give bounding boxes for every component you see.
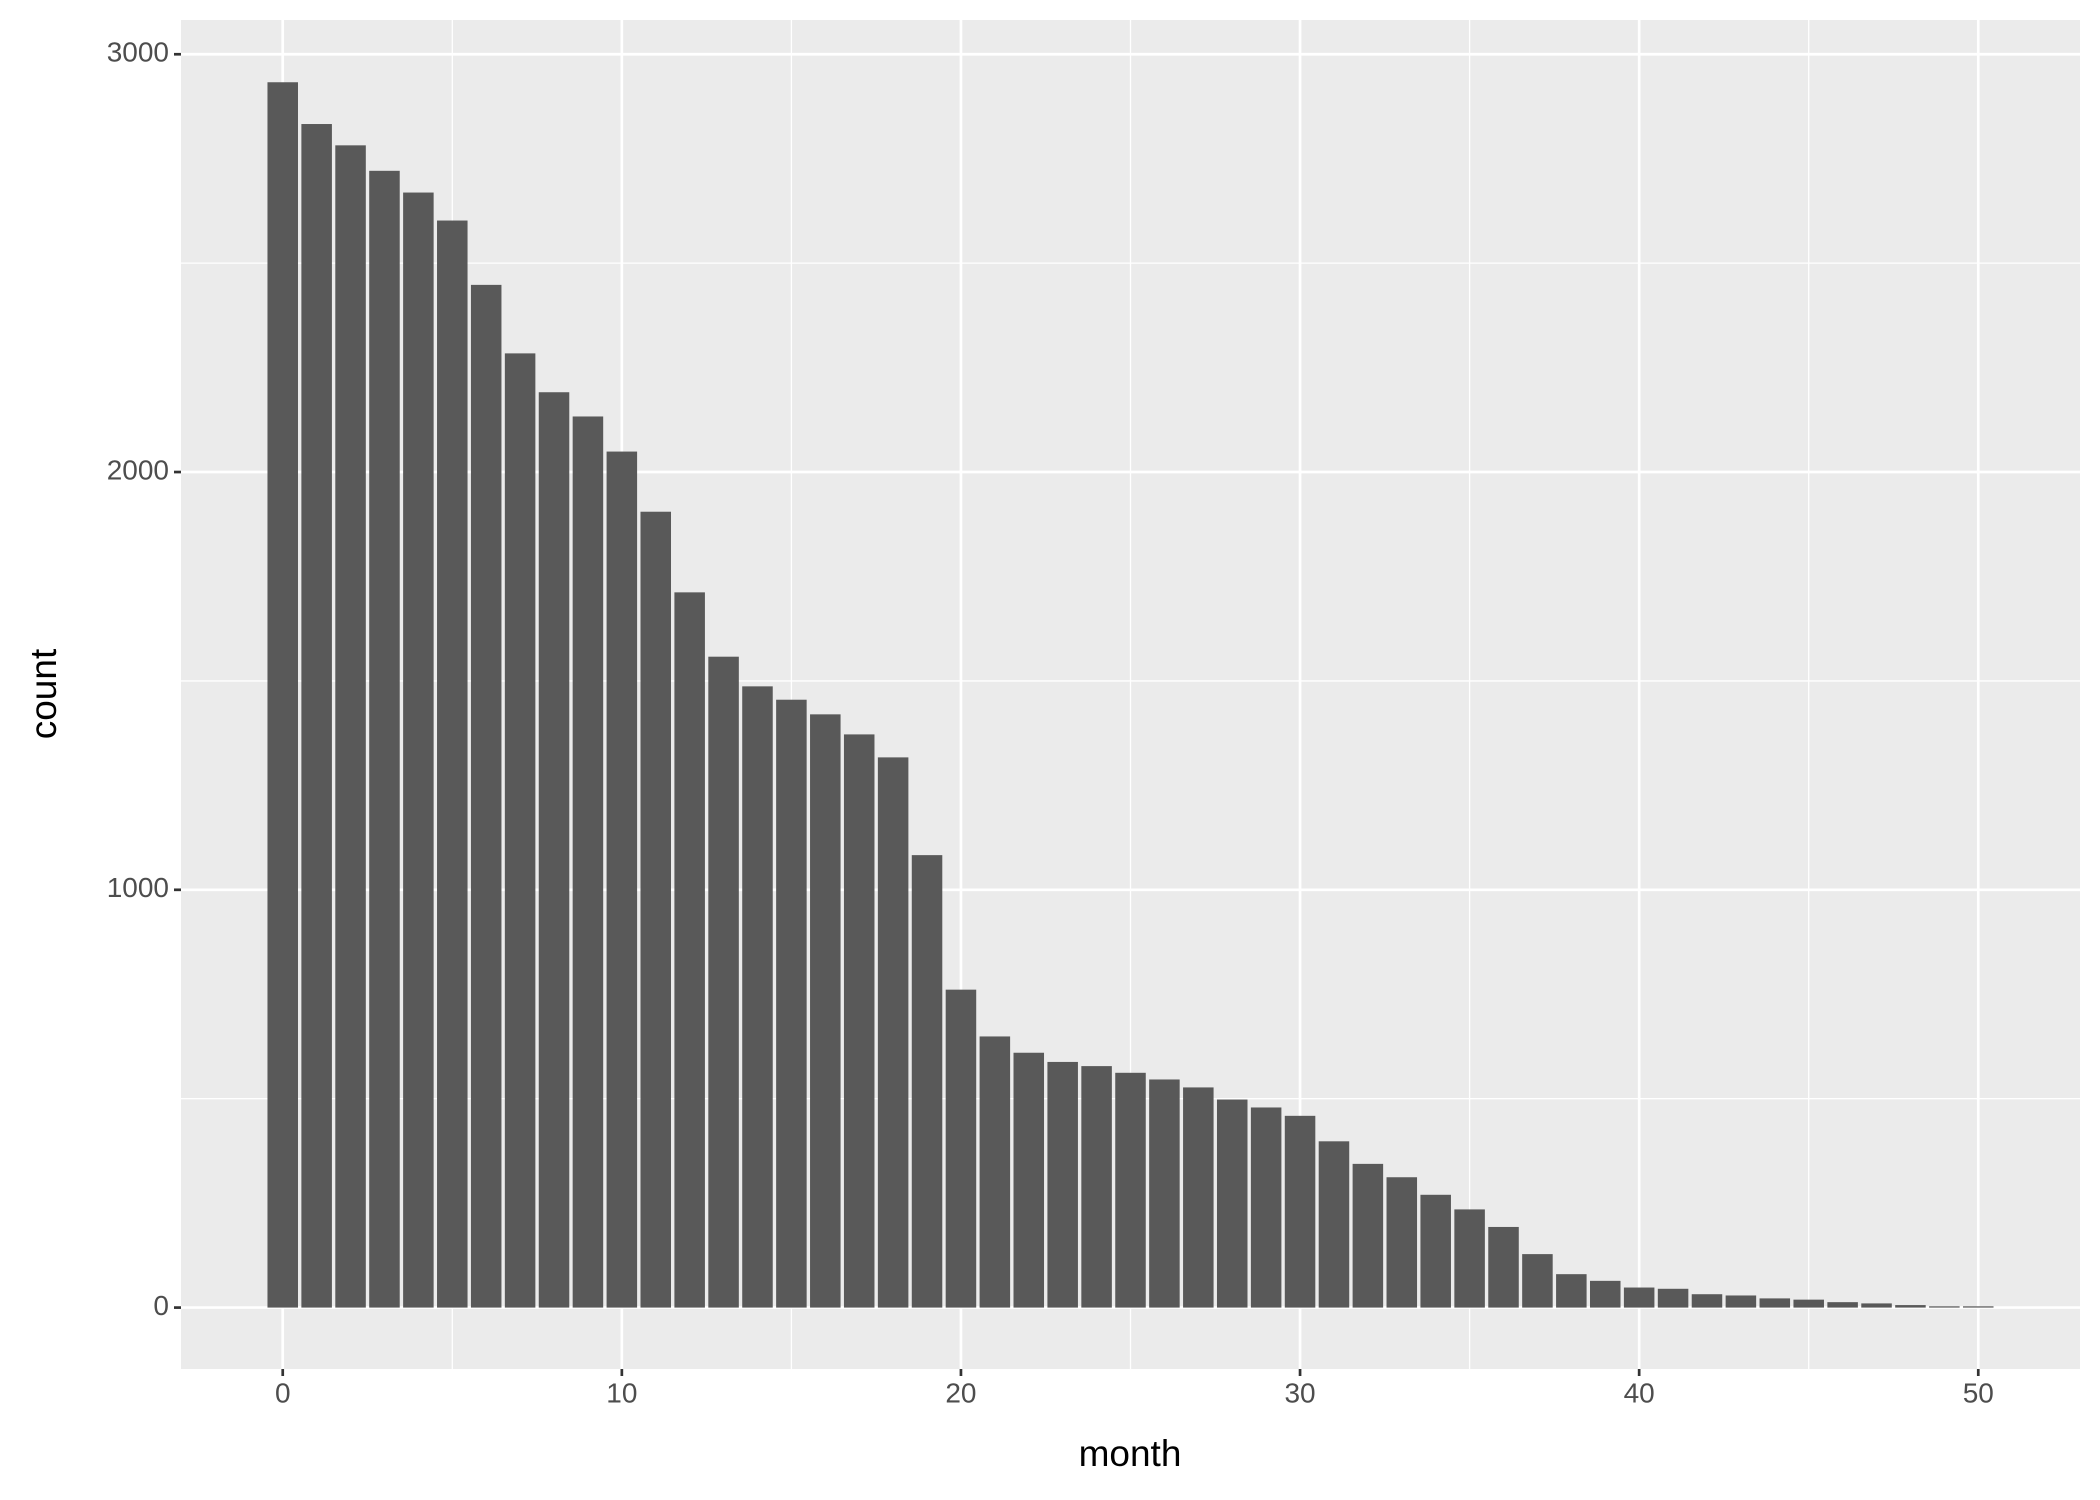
bar [1522, 1254, 1553, 1308]
bar [1149, 1079, 1180, 1308]
bar [979, 1036, 1011, 1308]
bar [1623, 1287, 1655, 1308]
bar [1589, 1280, 1621, 1308]
bar [911, 855, 943, 1308]
bar [1115, 1072, 1146, 1308]
bar [843, 734, 875, 1308]
bar [1895, 1305, 1926, 1308]
bar [606, 451, 638, 1308]
bar [708, 656, 739, 1308]
bar [504, 353, 536, 1308]
bar [1454, 1209, 1485, 1308]
bar [1488, 1226, 1519, 1308]
bar [877, 757, 909, 1308]
bar [1963, 1306, 1994, 1308]
x-tick-label: 0 [275, 1377, 291, 1408]
bar [572, 416, 604, 1308]
bar [1929, 1306, 1960, 1308]
bar [403, 192, 434, 1308]
y-tick-label: 1000 [107, 872, 169, 903]
bar [1556, 1274, 1587, 1308]
bar [945, 989, 977, 1308]
y-tick-label: 0 [153, 1290, 169, 1321]
bar [301, 124, 332, 1308]
bar [267, 82, 298, 1308]
bar [1081, 1066, 1112, 1308]
bar [674, 592, 705, 1308]
bar [1352, 1163, 1384, 1308]
bar [1013, 1052, 1045, 1308]
bar [1250, 1107, 1282, 1308]
bar [1827, 1302, 1858, 1308]
x-tick-label: 50 [1963, 1377, 1994, 1408]
x-tick-label: 40 [1624, 1377, 1655, 1408]
bar [1386, 1177, 1418, 1308]
bar [776, 699, 807, 1308]
x-tick-label: 30 [1284, 1377, 1315, 1408]
bar [1793, 1299, 1824, 1308]
bar [1691, 1294, 1723, 1308]
bar [1284, 1115, 1316, 1308]
x-axis-title: month [1079, 1433, 1182, 1474]
bar [742, 686, 773, 1308]
x-tick-label: 10 [606, 1377, 637, 1408]
x-tick-label: 20 [945, 1377, 976, 1408]
bar [1047, 1061, 1078, 1308]
bar [1318, 1141, 1350, 1308]
bar [335, 145, 366, 1308]
y-tick-label: 2000 [107, 454, 169, 485]
bar [437, 220, 468, 1308]
bar [1183, 1087, 1214, 1308]
bar [810, 714, 841, 1308]
y-tick-label: 3000 [107, 37, 169, 68]
bar [1725, 1295, 1757, 1308]
bar [1759, 1298, 1791, 1308]
bar [1216, 1099, 1248, 1308]
bar [640, 511, 672, 1308]
bar [470, 284, 502, 1308]
bar [538, 392, 570, 1308]
bar [369, 170, 400, 1308]
bar [1861, 1303, 1892, 1308]
bar [1420, 1194, 1451, 1308]
y-axis-title: count [23, 648, 64, 739]
bar [1657, 1288, 1689, 1308]
